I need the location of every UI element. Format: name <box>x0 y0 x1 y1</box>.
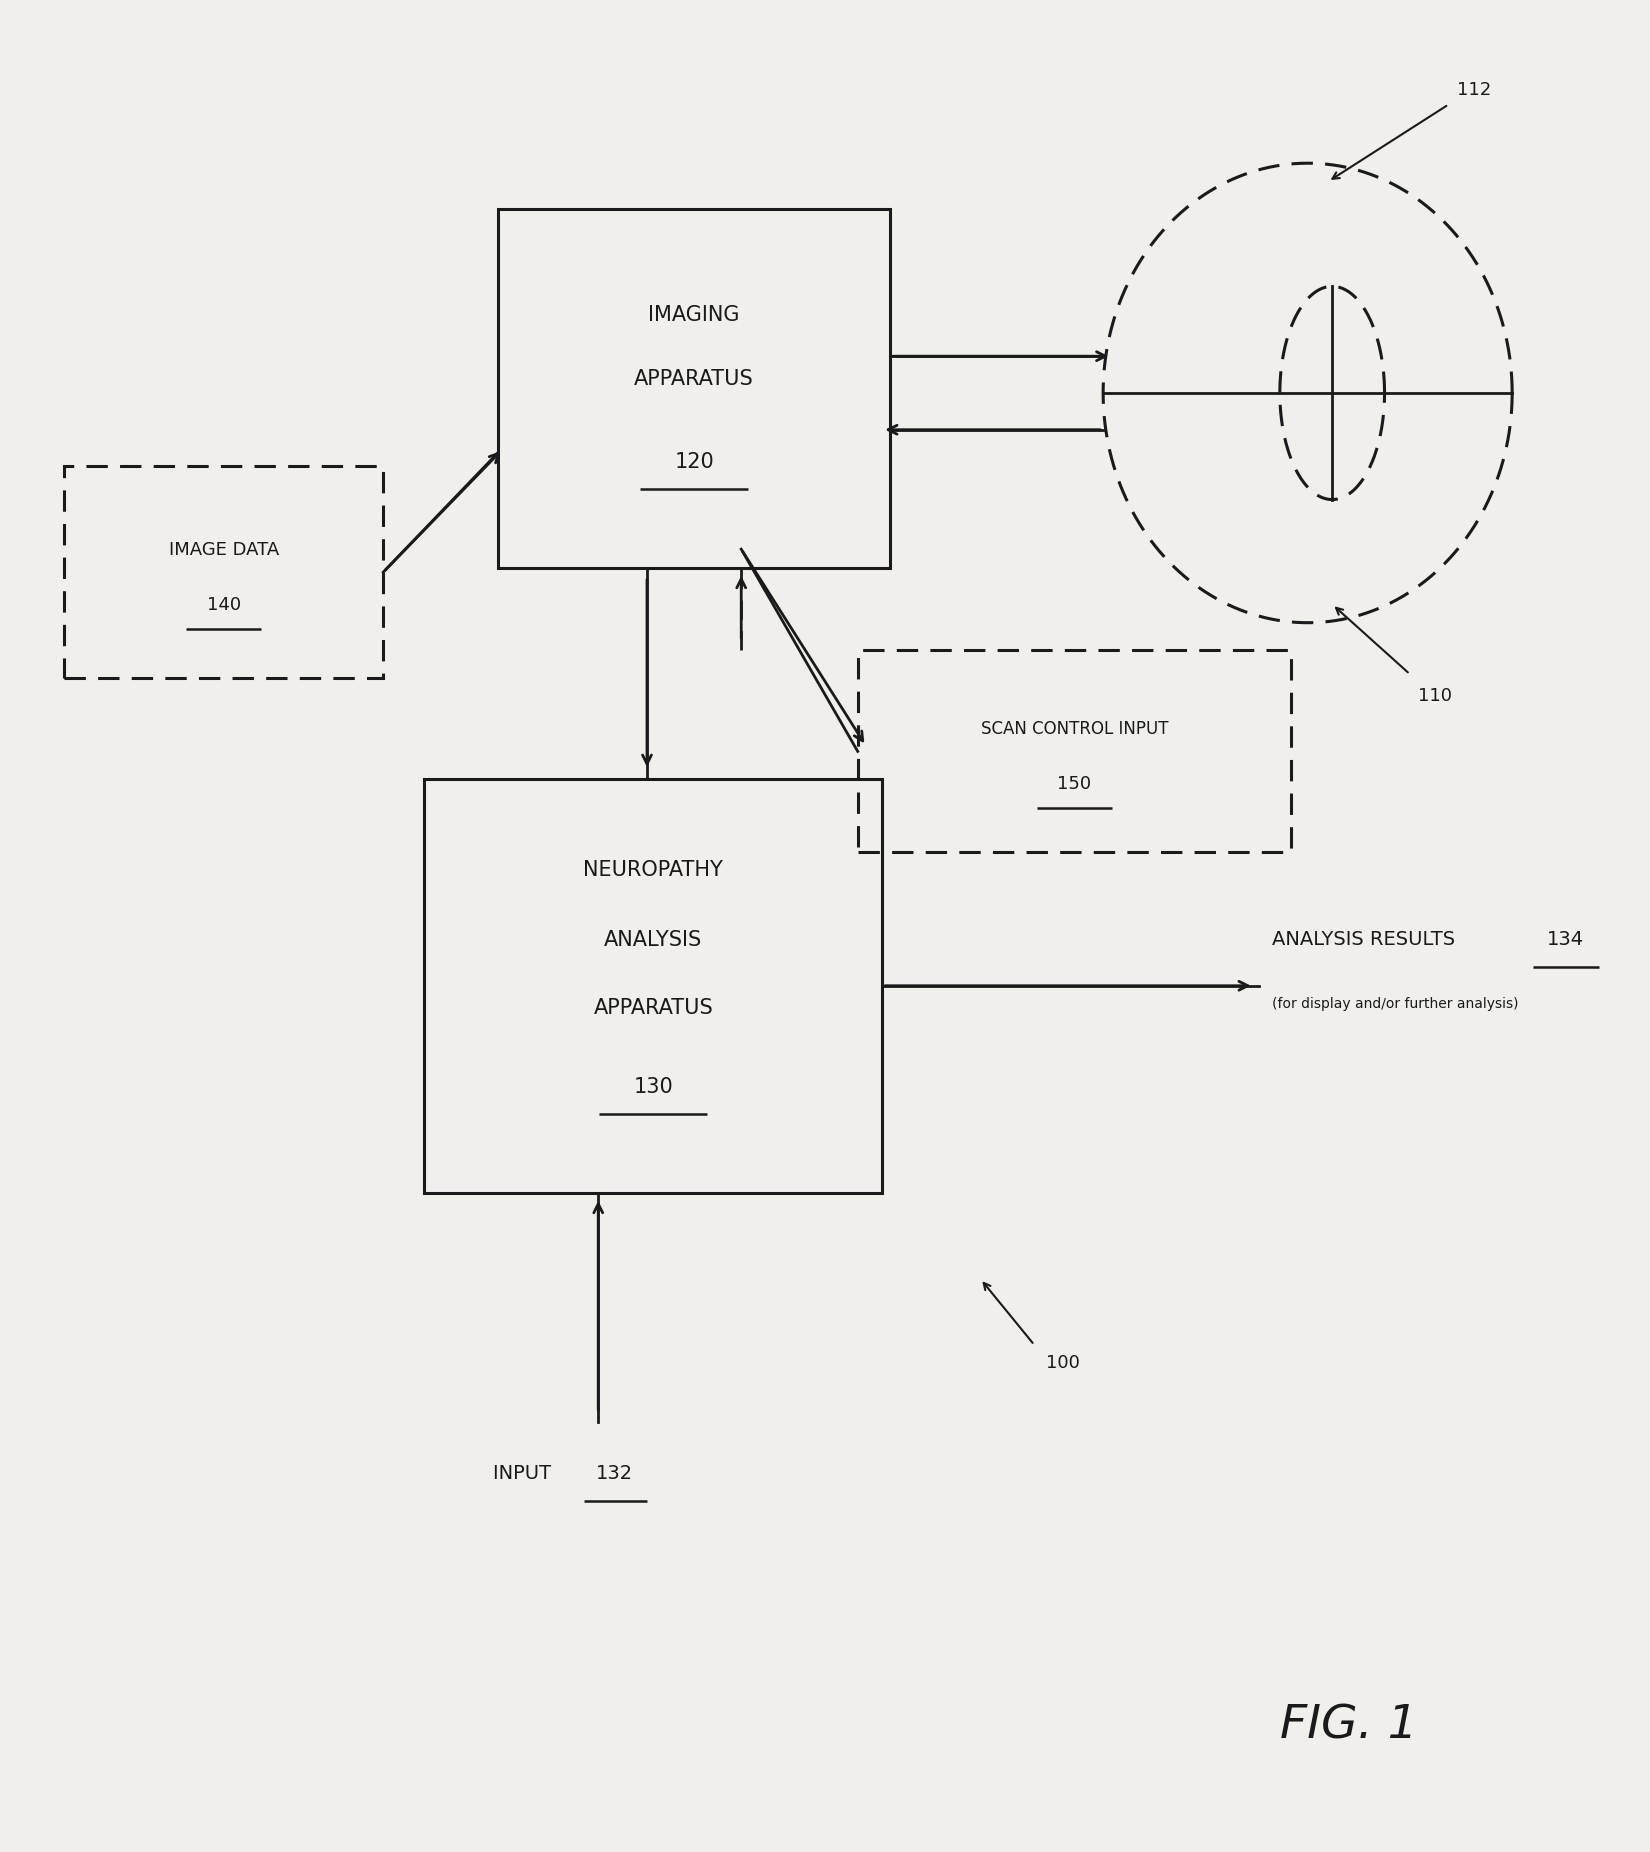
Text: (for display and/or further analysis): (for display and/or further analysis) <box>1272 996 1518 1011</box>
Text: FIG. 1: FIG. 1 <box>1280 1704 1417 1748</box>
Text: 120: 120 <box>675 452 714 472</box>
Text: NEUROPATHY: NEUROPATHY <box>582 859 723 880</box>
Text: INPUT: INPUT <box>493 1465 558 1483</box>
Bar <box>64 467 383 678</box>
Text: 110: 110 <box>1417 687 1452 706</box>
Text: APPARATUS: APPARATUS <box>634 369 754 389</box>
Text: IMAGING: IMAGING <box>648 306 739 324</box>
Text: 150: 150 <box>1058 776 1092 793</box>
Text: ANALYSIS RESULTS: ANALYSIS RESULTS <box>1272 930 1460 950</box>
Bar <box>498 209 891 567</box>
Text: 132: 132 <box>596 1465 634 1483</box>
Text: 130: 130 <box>634 1076 673 1096</box>
Text: 134: 134 <box>1546 930 1584 950</box>
Text: ANALYSIS: ANALYSIS <box>604 930 703 950</box>
Text: 100: 100 <box>1046 1354 1079 1372</box>
Text: APPARATUS: APPARATUS <box>594 998 713 1019</box>
Text: IMAGE DATA: IMAGE DATA <box>168 541 279 559</box>
Bar <box>424 780 883 1193</box>
Text: SCAN CONTROL INPUT: SCAN CONTROL INPUT <box>980 720 1168 739</box>
Text: 112: 112 <box>1457 81 1492 98</box>
Bar <box>858 650 1292 852</box>
Text: 140: 140 <box>206 596 241 615</box>
